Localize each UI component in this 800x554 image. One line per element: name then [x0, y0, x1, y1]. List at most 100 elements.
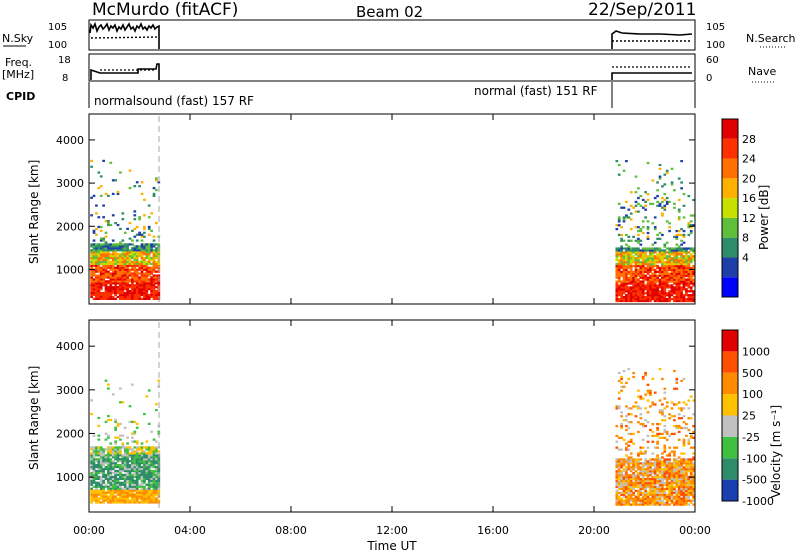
- velocity-cell: [692, 499, 695, 502]
- power-cell: [123, 276, 127, 279]
- power-cell: [651, 243, 655, 246]
- velocity-cell: [673, 474, 676, 477]
- velocity-cell: [668, 472, 671, 475]
- velocity-cell: [99, 464, 103, 467]
- velocity-cell: [629, 458, 633, 461]
- power-cell: [656, 194, 659, 198]
- velocity-cell: [625, 448, 628, 451]
- velocity-cell: [620, 385, 623, 388]
- velocity-cell: [126, 471, 129, 475]
- power-cell: [150, 249, 153, 252]
- velocity-cell: [682, 483, 686, 487]
- power-cell: [675, 280, 679, 283]
- power-cell: [682, 270, 686, 273]
- power-cell: [114, 260, 117, 264]
- power-cell: [622, 292, 626, 295]
- power-cell: [644, 247, 647, 250]
- velocity-cell: [620, 426, 623, 430]
- velocity-cell: [114, 475, 117, 479]
- power-cell: [622, 286, 626, 289]
- velocity-cell: [625, 424, 628, 428]
- power-cell: [658, 299, 662, 303]
- velocity-cell: [670, 401, 674, 404]
- power-cell: [152, 282, 156, 285]
- velocity-cell: [617, 470, 621, 473]
- velocity-cell: [121, 465, 125, 469]
- velocity-cell: [665, 479, 669, 483]
- power-cell: [625, 200, 628, 204]
- velocity-cell: [121, 477, 125, 481]
- power-cell: [622, 218, 626, 221]
- power-cell: [661, 270, 664, 273]
- velocity-cell: [682, 466, 686, 469]
- velocity-cell: [663, 477, 667, 481]
- power-cell: [646, 226, 650, 229]
- power-cell: [145, 297, 149, 300]
- power-cell: [644, 288, 647, 291]
- velocity-cell: [119, 422, 122, 426]
- power-cell: [145, 278, 149, 281]
- velocity-cell: [689, 395, 693, 398]
- velocity-cell: [673, 450, 676, 453]
- power-cell: [104, 266, 108, 269]
- power-cell: [639, 294, 643, 297]
- velocity-cell: [131, 477, 134, 481]
- power-cell: [665, 282, 669, 285]
- velocity-cell: [116, 436, 120, 439]
- velocity-cell: [653, 501, 657, 504]
- velocity-colorbar-label: Velocity [m s⁻¹]: [769, 405, 783, 498]
- velocity-cell: [97, 462, 101, 465]
- velocity-cell: [99, 460, 103, 463]
- power-cell: [135, 274, 139, 277]
- power-cell: [111, 274, 115, 277]
- velocity-cell: [639, 477, 643, 481]
- velocity-cell: [102, 448, 105, 451]
- velocity-cell: [615, 440, 619, 443]
- velocity-cell: [637, 458, 640, 461]
- velocity-cell: [665, 401, 669, 404]
- power-cell: [97, 251, 101, 254]
- power-cell: [651, 274, 655, 277]
- power-cell: [147, 258, 151, 262]
- velocity-cell: [140, 465, 144, 469]
- power-cell: [104, 274, 108, 277]
- velocity-cell: [637, 497, 640, 500]
- velocity-cell: [121, 497, 125, 500]
- velocity-cell: [637, 489, 640, 493]
- power-cell: [107, 276, 110, 279]
- power-cell: [644, 270, 647, 273]
- power-cell: [123, 282, 127, 285]
- power-cell: [119, 266, 122, 269]
- velocity-cell: [145, 440, 149, 443]
- power-cell: [685, 297, 688, 301]
- power-cell: [119, 278, 122, 281]
- power-cell: [104, 247, 108, 250]
- velocity-cell: [646, 391, 650, 394]
- velocity-cell: [651, 470, 655, 473]
- velocity-cell: [663, 495, 667, 498]
- power-cell: [150, 270, 153, 273]
- power-cell: [99, 274, 103, 277]
- power-cell: [119, 258, 122, 262]
- velocity-cell: [617, 487, 621, 491]
- velocity-cell: [620, 411, 623, 414]
- velocity-cell: [99, 465, 103, 469]
- velocity-cell: [155, 475, 158, 479]
- velocity-cell: [649, 466, 652, 469]
- power-cell: [617, 274, 621, 277]
- power-cell: [107, 258, 110, 262]
- power-cell: [651, 292, 655, 295]
- power-cell: [658, 292, 662, 295]
- power-cell: [95, 256, 98, 260]
- power-cell: [677, 253, 681, 256]
- velocity-cell: [656, 468, 659, 471]
- velocity-cell: [140, 450, 144, 453]
- velocity-cell: [646, 434, 650, 438]
- power-cell: [152, 194, 156, 197]
- power-cell: [99, 225, 103, 229]
- power-cell: [646, 231, 650, 235]
- power-cell: [658, 204, 662, 207]
- power-cell: [615, 296, 619, 299]
- power-cell: [644, 292, 647, 295]
- power-cell: [147, 227, 151, 231]
